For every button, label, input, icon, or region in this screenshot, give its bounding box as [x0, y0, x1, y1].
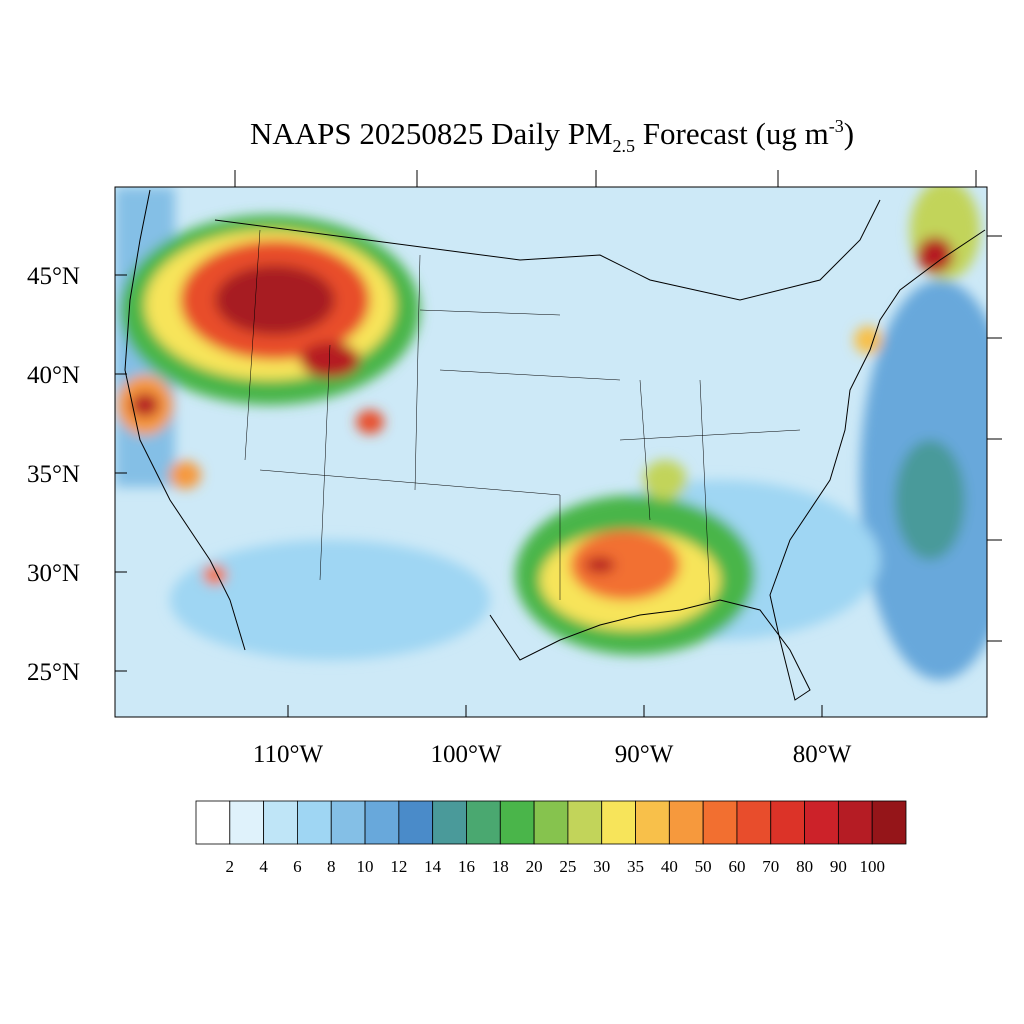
colorbar-label: 70: [762, 857, 779, 876]
colorbar-swatch: [364, 800, 400, 845]
colorbar-swatch: [466, 800, 501, 845]
colorbar-swatch: [601, 800, 636, 845]
map-field: [115, 187, 987, 717]
colorbar-swatch: [499, 800, 535, 845]
colorbar-label: 12: [390, 857, 407, 876]
colorbar-label: 8: [327, 857, 336, 876]
colorbar-swatch: [195, 800, 231, 845]
colorbar-swatch: [702, 800, 738, 845]
lat-label: 45°N: [27, 263, 80, 290]
colorbar-label: 18: [492, 857, 509, 876]
colorbar-swatch: [770, 800, 805, 845]
colorbar-swatch: [804, 800, 839, 845]
colorbar-swatch: [635, 800, 670, 845]
colorbar-swatch: [398, 800, 434, 845]
lat-label: 30°N: [27, 560, 80, 587]
lat-label: 25°N: [27, 659, 80, 686]
lat-label: 35°N: [27, 461, 80, 488]
colorbar-label: 2: [226, 857, 235, 876]
lon-label: 100°W: [430, 741, 501, 768]
title: NAAPS 20250825 Daily PM2.5 Forecast (ug …: [250, 116, 854, 156]
colorbar-swatch: [567, 800, 603, 845]
colorbar-swatch: [871, 800, 907, 845]
colorbar-swatch: [668, 800, 704, 845]
lon-label: 80°W: [793, 741, 852, 768]
colorbar-label: 4: [259, 857, 268, 876]
colorbar-label: 30: [593, 857, 610, 876]
colorbar-swatch: [263, 800, 298, 845]
colorbar-label: 6: [293, 857, 302, 876]
colorbar-swatch: [736, 800, 772, 845]
colorbar-swatch: [229, 800, 265, 845]
axes: 45°N 40°N 35°N 30°N 25°N 110°W 100°W 90°W 80°W: [27, 170, 1002, 768]
colorbar-label: 16: [458, 857, 475, 876]
colorbar-swatch: [432, 800, 467, 845]
colorbar-label: 60: [728, 857, 745, 876]
colorbar-swatch: [297, 800, 332, 845]
lon-label: 90°W: [615, 741, 674, 768]
colorbar-label: 90: [830, 857, 847, 876]
colorbar-label: 14: [424, 857, 442, 876]
colorbar-swatch: [330, 800, 366, 845]
colorbar-swatch: [533, 800, 569, 845]
colorbar-label: 80: [796, 857, 813, 876]
colorbar-swatch: [837, 800, 873, 845]
plot-frame: [114, 186, 988, 718]
lon-label: 110°W: [253, 741, 324, 768]
colorbar-label: 25: [559, 857, 576, 876]
colorbar: 2 4 6 8 10 12 14 16 18 20 25 30 35 40 50 60 70 80 90 100: [195, 800, 907, 876]
colorbar-label: 40: [661, 857, 678, 876]
lat-label: 40°N: [27, 362, 80, 389]
colorbar-label: 35: [627, 857, 644, 876]
colorbar-label: 20: [526, 857, 543, 876]
colorbar-label: 50: [695, 857, 712, 876]
colorbar-label: 100: [859, 857, 885, 876]
colorbar-label: 10: [357, 857, 374, 876]
